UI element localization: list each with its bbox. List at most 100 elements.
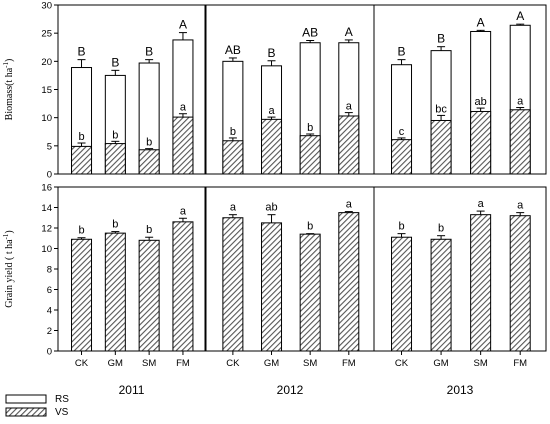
bar-grain-2011-GM	[104, 232, 126, 352]
bar-vs-2012-SM	[299, 135, 321, 175]
bottom-ytick-label-7: 14	[41, 203, 52, 214]
top-ytick-label-0: 0	[47, 170, 52, 181]
label-grain-2011-FM: a	[180, 205, 187, 217]
label-total-2012-SM: AB	[302, 25, 318, 39]
bar-grain-2011-CK	[71, 238, 93, 352]
category-label-2013-FM: FM	[513, 358, 527, 369]
label-grain-2012-FM: a	[346, 199, 353, 211]
label-vs-2013-FM: a	[517, 96, 524, 108]
label-grain-2012-CK: a	[230, 202, 237, 214]
bottom-ytick-label-1: 2	[47, 326, 52, 337]
top-ytick-label-4: 20	[41, 57, 52, 68]
bottom-ytick-label-8: 16	[41, 183, 52, 194]
label-total-2011-FM: A	[179, 18, 187, 32]
bar-vs-2013-SM	[470, 110, 492, 175]
bar-vs-2012-FM	[338, 115, 360, 175]
label-vs-2012-CK: b	[230, 126, 236, 138]
bar-grain-2012-CK	[222, 217, 244, 352]
label-total-2013-GM: B	[437, 32, 445, 46]
label-total-2013-CK: B	[398, 45, 406, 59]
year-label-2012: 2012	[277, 383, 304, 397]
label-grain-2013-FM: a	[517, 200, 524, 212]
label-grain-2013-SM: a	[478, 198, 485, 210]
label-grain-2012-GM: ab	[265, 202, 277, 214]
bar-grain-2013-CK	[391, 236, 413, 352]
label-vs-2011-CK: b	[78, 131, 84, 143]
label-vs-2011-SM: b	[146, 137, 152, 149]
year-label-2011: 2011	[119, 383, 145, 397]
label-total-2012-CK: AB	[225, 43, 241, 57]
label-vs-2012-SM: b	[307, 122, 313, 134]
bottom-ytick-label-0: 0	[47, 347, 52, 358]
label-grain-2011-CK: b	[78, 225, 84, 237]
label-total-2011-GM: B	[111, 55, 119, 69]
bar-grain-2013-SM	[470, 214, 492, 352]
bar-grain-2012-SM	[299, 233, 321, 352]
label-total-2013-SM: A	[477, 15, 485, 29]
top-ytick-label-2: 10	[41, 113, 52, 124]
top-ytick-label-6: 30	[41, 1, 52, 12]
bar-vs-2011-SM	[138, 149, 160, 175]
bar-vs-2013-GM	[430, 119, 452, 175]
bar-vs-2011-CK	[71, 145, 93, 175]
label-grain-2013-CK: b	[398, 221, 404, 233]
bar-grain-2013-FM	[509, 215, 531, 352]
bar-grain-2013-GM	[430, 238, 452, 352]
bar-vs-2013-FM	[509, 109, 531, 175]
bottom-ylabel: Grain yield ( t ha-1)	[2, 230, 15, 308]
label-vs-2012-GM: a	[268, 105, 275, 117]
bar-grain-2012-FM	[338, 212, 360, 352]
label-vs-2013-SM: ab	[475, 96, 487, 108]
category-label-2013-SM: SM	[474, 358, 488, 369]
year-label-2013: 2013	[447, 383, 474, 397]
label-grain-2013-GM: b	[438, 223, 444, 235]
category-label-2012-GM: GM	[264, 358, 279, 369]
bar-vs-2012-GM	[261, 118, 283, 175]
bottom-ytick-label-4: 8	[47, 265, 52, 276]
category-label-2013-GM: GM	[433, 358, 448, 369]
category-label-2013-CK: CK	[395, 358, 409, 369]
label-total-2012-FM: A	[345, 25, 353, 39]
label-vs-2013-CK: c	[399, 126, 405, 138]
top-ytick-label-5: 25	[41, 29, 52, 40]
label-total-2011-SM: B	[145, 45, 153, 59]
bar-vs-2013-CK	[391, 139, 413, 175]
top-ytick-label-1: 5	[47, 141, 52, 152]
category-label-2012-CK: CK	[226, 358, 240, 369]
bar-grain-2011-SM	[138, 239, 160, 352]
label-vs-2011-GM: b	[112, 129, 118, 141]
top-ytick-label-3: 15	[41, 85, 52, 96]
legend-label-rs: RS	[55, 394, 69, 405]
category-label-2011-CK: CK	[75, 358, 89, 369]
category-label-2011-SM: SM	[142, 358, 156, 369]
bar-grain-2012-GM	[261, 222, 283, 352]
bar-vs-2011-GM	[104, 143, 126, 175]
label-vs-2012-FM: a	[346, 101, 353, 113]
legend-swatch-rs	[5, 394, 47, 404]
bar-vs-2011-FM	[172, 116, 194, 175]
bottom-ytick-label-3: 6	[47, 285, 52, 296]
label-total-2013-FM: A	[516, 9, 524, 23]
bottom-ytick-label-2: 4	[47, 306, 52, 317]
bottom-ytick-label-5: 10	[41, 244, 52, 255]
category-label-2011-GM: GM	[108, 358, 123, 369]
legend-label-vs: VS	[55, 407, 69, 418]
bottom-ytick-label-6: 12	[41, 224, 52, 235]
label-grain-2011-SM: b	[146, 224, 152, 236]
category-label-2012-SM: SM	[303, 358, 317, 369]
category-label-2012-FM: FM	[342, 358, 356, 369]
label-vs-2011-FM: a	[180, 102, 187, 114]
bottom-panel-frame-2013	[373, 186, 547, 352]
label-grain-2012-SM: b	[307, 221, 313, 233]
legend-swatch-vs	[5, 407, 47, 417]
bar-vs-2012-CK	[222, 140, 244, 175]
bar-grain-2011-FM	[172, 221, 194, 352]
top-panel-frame-2013	[373, 4, 547, 175]
label-vs-2013-GM: bc	[435, 103, 447, 115]
top-ylabel: Biomass(t ha-1)	[2, 59, 15, 121]
label-grain-2011-GM: b	[112, 219, 118, 231]
label-total-2011-CK: B	[78, 45, 86, 59]
category-label-2011-FM: FM	[176, 358, 190, 369]
label-total-2012-GM: B	[268, 46, 276, 60]
